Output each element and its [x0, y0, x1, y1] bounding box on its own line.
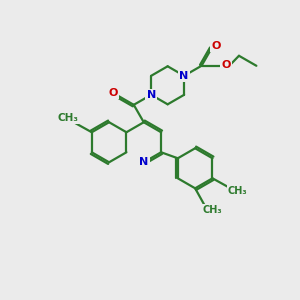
Text: O: O — [221, 60, 231, 70]
Text: CH₃: CH₃ — [202, 205, 222, 215]
Text: CH₃: CH₃ — [57, 112, 78, 123]
Text: O: O — [212, 41, 221, 51]
Text: CH₃: CH₃ — [228, 186, 247, 197]
Text: N: N — [179, 71, 189, 81]
Text: N: N — [146, 90, 156, 100]
Text: O: O — [109, 88, 118, 98]
Text: N: N — [139, 157, 148, 167]
